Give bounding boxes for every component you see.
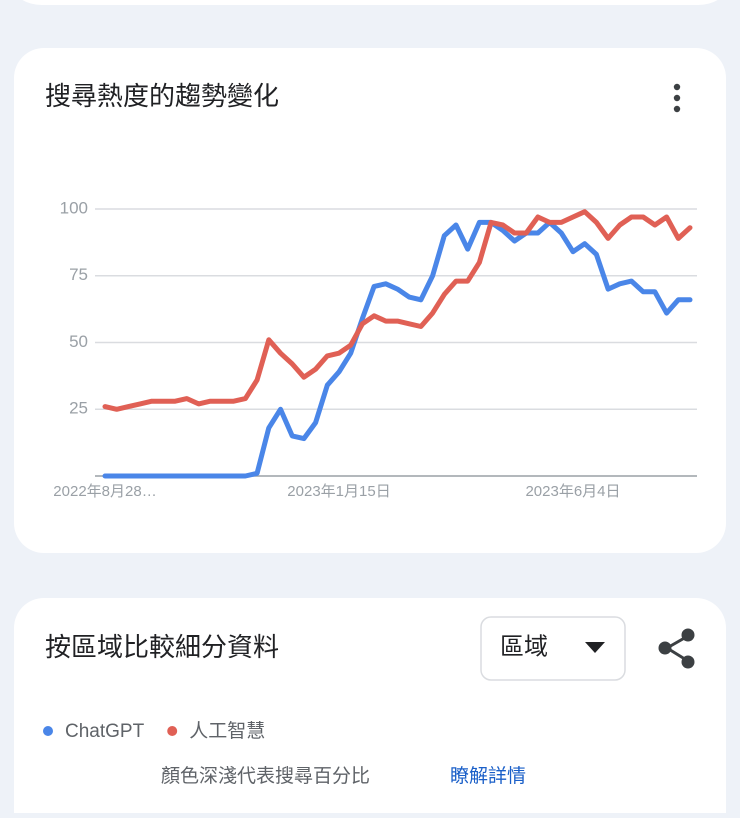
menu-button[interactable] (673, 83, 681, 113)
learn-more-link[interactable]: 瞭解詳情 (450, 765, 526, 787)
share-button[interactable] (658, 628, 695, 669)
card-title: 搜尋熱度的趨勢變化 (45, 81, 279, 111)
series-line (102, 209, 693, 412)
dropdown-label[interactable]: 區域 (500, 633, 548, 660)
series-line (102, 219, 693, 479)
y-tick-label: 100 (60, 198, 88, 217)
x-tick-label: 2022年8月28… (53, 483, 156, 500)
y-tick-label: 50 (69, 332, 88, 351)
note: 顏色深淺代表搜尋百分比 (161, 765, 370, 787)
legend-dot (167, 726, 178, 736)
plot: 25 50 75 100 2022年8月28… 2023年1月15日 2023年6月4日 (53, 198, 697, 500)
legend-dot (43, 726, 53, 736)
legend-label: ChatGPT (65, 721, 145, 742)
card-top (22, 0, 718, 5)
card-title: 按區域比較細分資料 (45, 632, 279, 662)
y-tick-label: 25 (69, 399, 88, 418)
dropdown-arrow (585, 642, 605, 653)
y-tick-label: 75 (69, 265, 88, 284)
x-tick-label: 2023年1月15日 (287, 483, 390, 500)
x-tick-label: 2023年6月4日 (525, 483, 620, 500)
dropdown[interactable]: 區域 (480, 616, 626, 681)
legend-label: 人工智慧 (189, 720, 265, 742)
dropdown-box[interactable] (480, 616, 626, 681)
